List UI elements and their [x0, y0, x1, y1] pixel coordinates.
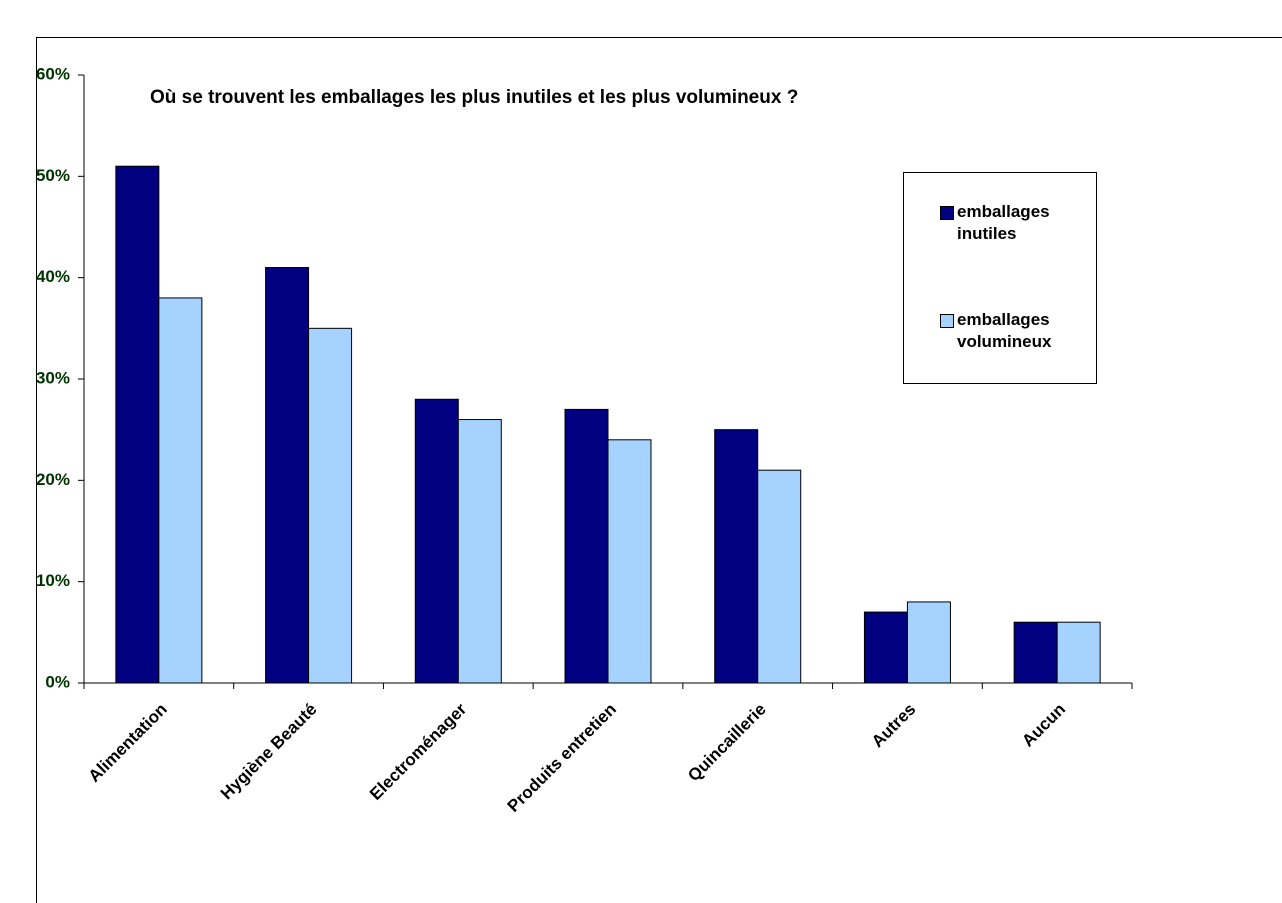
- y-tick-label: 40%: [36, 267, 70, 286]
- bar: [414, 398, 459, 684]
- x-tick-label: Produits entretien: [504, 700, 620, 816]
- bar: [1056, 621, 1101, 684]
- bar: [906, 601, 951, 684]
- legend-item: emballages volumineux: [940, 309, 1077, 353]
- legend-swatch: [940, 314, 954, 328]
- bar: [308, 327, 353, 684]
- bar: [158, 297, 203, 684]
- legend-label: emballages volumineux: [957, 310, 1052, 351]
- y-tick-label: 0%: [45, 672, 70, 691]
- x-tick-label: Electroménager: [366, 699, 471, 804]
- bar: [757, 469, 802, 684]
- bar: [564, 408, 609, 684]
- y-tick-label: 20%: [36, 470, 70, 489]
- bar: [1013, 621, 1058, 684]
- chart-title: Où se trouvent les emballages les plus i…: [150, 87, 798, 108]
- legend-item: emballages inutiles: [940, 201, 1077, 245]
- x-tick-label: Quincaillerie: [684, 700, 770, 786]
- bar: [714, 429, 759, 684]
- bar: [863, 611, 908, 684]
- legend: emballages inutiles emballages volumineux: [903, 172, 1097, 384]
- bar: [265, 267, 310, 684]
- bar: [457, 419, 502, 684]
- y-tick-label: 50%: [36, 166, 70, 185]
- y-tick-label: 10%: [36, 571, 70, 590]
- x-tick-label: Hygiène Beauté: [217, 700, 321, 804]
- x-tick-label: Alimentation: [85, 700, 171, 786]
- legend-label: emballages inutiles: [957, 202, 1050, 243]
- legend-swatch: [940, 206, 954, 220]
- y-tick-label: 60%: [36, 64, 70, 83]
- frame: [36, 37, 1282, 903]
- bar: [115, 165, 160, 684]
- y-tick-label: 30%: [36, 368, 70, 387]
- x-tick-label: Autres: [868, 700, 920, 752]
- x-tick-label: Aucun: [1018, 700, 1069, 751]
- bar: [607, 439, 652, 684]
